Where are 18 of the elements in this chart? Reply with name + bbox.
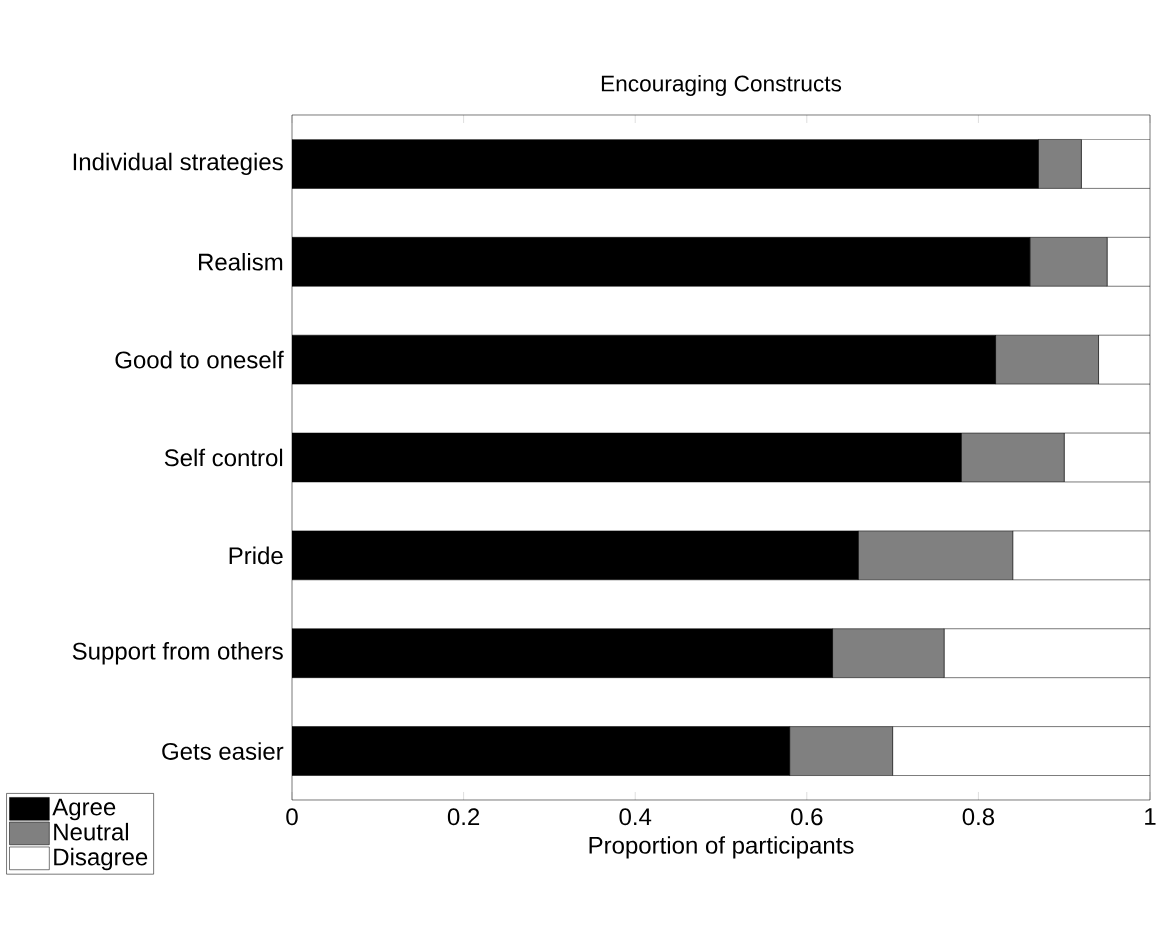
x-axis-title: Proportion of participants [589, 836, 854, 859]
legend-label: Disagree [54, 847, 148, 871]
legend-label: Neutral [54, 822, 128, 841]
x-tick-label: 0.6 [791, 808, 823, 826]
x-tick-label: 0 [286, 808, 298, 826]
y-tick-label: Gets easier [162, 742, 284, 760]
y-tick-label: Pride [229, 546, 283, 565]
y-tick-label: Support from others [72, 642, 283, 665]
legend-label: Agree [52, 798, 116, 821]
y-tick-label: Individual strategies [73, 152, 283, 176]
y-tick-label: Self control [164, 448, 283, 467]
y-tick-label: Realism [199, 252, 283, 271]
x-tick-label: 0.8 [962, 808, 995, 826]
x-tick-label: 0.4 [619, 808, 652, 826]
x-tick-label: 0.2 [447, 808, 480, 826]
chart-title: Encouraging Constructs [601, 74, 842, 97]
y-tick-label: Good to oneself [115, 350, 284, 369]
x-tick-label: 1 [1145, 808, 1156, 825]
